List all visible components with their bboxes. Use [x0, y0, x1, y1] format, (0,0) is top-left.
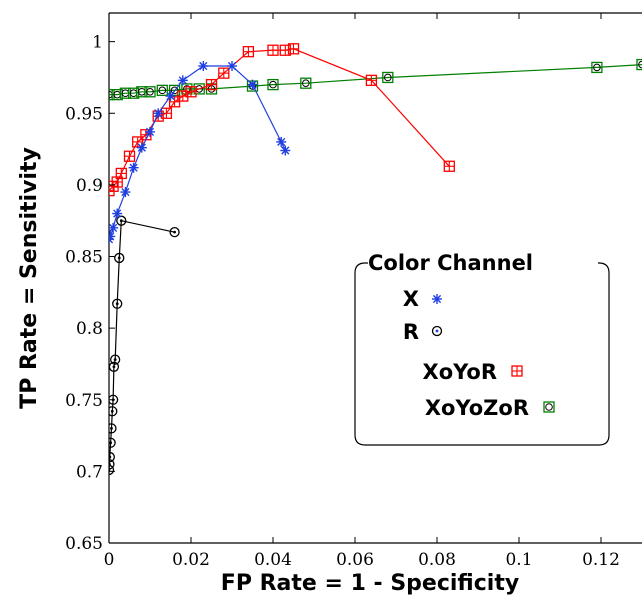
- legend-label-xoyor: XoYoR: [423, 360, 498, 384]
- data-point: [112, 208, 123, 219]
- data-point: [109, 437, 116, 448]
- y-tick-label: 0.75: [65, 391, 103, 411]
- data-point: [242, 46, 255, 58]
- data-point: [123, 150, 136, 162]
- data-point: [365, 74, 378, 86]
- series-xoyozor: [109, 58, 642, 101]
- series-line: [109, 64, 642, 96]
- series-line: [109, 65, 286, 240]
- data-point: [382, 71, 394, 84]
- legend-marker-xoyor: [511, 365, 523, 377]
- data-point: [109, 180, 119, 192]
- data-point: [177, 75, 188, 86]
- data-point: [109, 184, 115, 197]
- data-point: [218, 67, 230, 79]
- data-point: [109, 464, 115, 476]
- data-point: [165, 91, 176, 102]
- legend-label-xoyozor: XoYoZoR: [425, 396, 529, 420]
- data-point: [267, 78, 279, 91]
- data-point: [287, 43, 300, 55]
- legend-marker-r: [431, 325, 443, 337]
- data-point: [116, 215, 127, 226]
- y-tick-label: 0.9: [76, 176, 103, 196]
- data-point: [443, 160, 455, 172]
- data-point: [109, 361, 120, 372]
- data-point: [227, 61, 237, 71]
- data-point: [120, 187, 131, 198]
- legend-title: Color Channel: [368, 251, 533, 275]
- data-point: [247, 79, 258, 90]
- data-point: [169, 227, 180, 238]
- data-point: [276, 136, 287, 147]
- y-tick-label: 0.8: [76, 319, 103, 339]
- y-axis-title: TP Rate = Sensitivity: [17, 147, 42, 409]
- x-tick-label: 0.08: [418, 550, 456, 570]
- plot-frame: [108, 12, 642, 544]
- data-point: [109, 451, 115, 463]
- data-point: [110, 354, 121, 365]
- y-tick-label: 0.65: [65, 534, 103, 554]
- legend-marker-xoyozor: [543, 401, 555, 413]
- data-point: [205, 78, 218, 91]
- y-tick-label: 0.7: [76, 462, 103, 482]
- x-tick-label: 0.04: [254, 550, 292, 570]
- series-r: [109, 215, 180, 476]
- data-point: [153, 108, 164, 119]
- y-tick-label: 1: [92, 33, 103, 53]
- data-point: [280, 145, 291, 156]
- data-point: [145, 126, 155, 137]
- legend-marker-x: [432, 294, 442, 304]
- data-point: [128, 162, 139, 173]
- x-tick-label: 0.06: [336, 550, 374, 570]
- data-point: [115, 167, 127, 180]
- series-layer: [109, 43, 642, 476]
- data-point: [198, 61, 209, 71]
- legend-box: [354, 262, 610, 446]
- data-point: [168, 84, 181, 97]
- data-point: [109, 423, 117, 434]
- x-tick-label: 0.12: [582, 550, 620, 570]
- x-tick-label: 0.1: [505, 550, 532, 570]
- y-tick-label: 0.95: [65, 104, 103, 124]
- y-tick-label: 0.85: [65, 248, 103, 268]
- data-point: [114, 252, 125, 264]
- legend-label-r: R: [403, 320, 419, 344]
- data-point: [177, 90, 189, 102]
- x-axis-title: FP Rate = 1 - Specificity: [221, 571, 519, 596]
- data-point: [132, 136, 144, 148]
- data-point: [636, 58, 642, 71]
- axis-ticks: 0 0.02 0.04 0.06 0.08 0.1 0.12 0.65 0.7 0.75 0.8 0.…: [65, 13, 620, 570]
- x-tick-label: 0.02: [172, 550, 210, 570]
- data-point: [112, 298, 123, 309]
- legend: Color Channel X R XoYoR XoYoZoR: [354, 251, 610, 446]
- series-x: [109, 61, 291, 245]
- data-point: [156, 84, 168, 97]
- data-point: [109, 222, 119, 233]
- data-point: [168, 96, 181, 108]
- data-point: [109, 406, 118, 417]
- data-point: [591, 61, 603, 74]
- data-point: [109, 231, 116, 242]
- data-point: [144, 86, 156, 98]
- data-point: [185, 86, 197, 98]
- x-tick-label: 0: [104, 550, 115, 570]
- data-point: [136, 142, 147, 153]
- series-xoyor: [109, 43, 455, 197]
- legend-label-x: X: [403, 287, 419, 311]
- data-point: [300, 77, 312, 89]
- data-point: [267, 44, 279, 56]
- series-line: [109, 48, 450, 192]
